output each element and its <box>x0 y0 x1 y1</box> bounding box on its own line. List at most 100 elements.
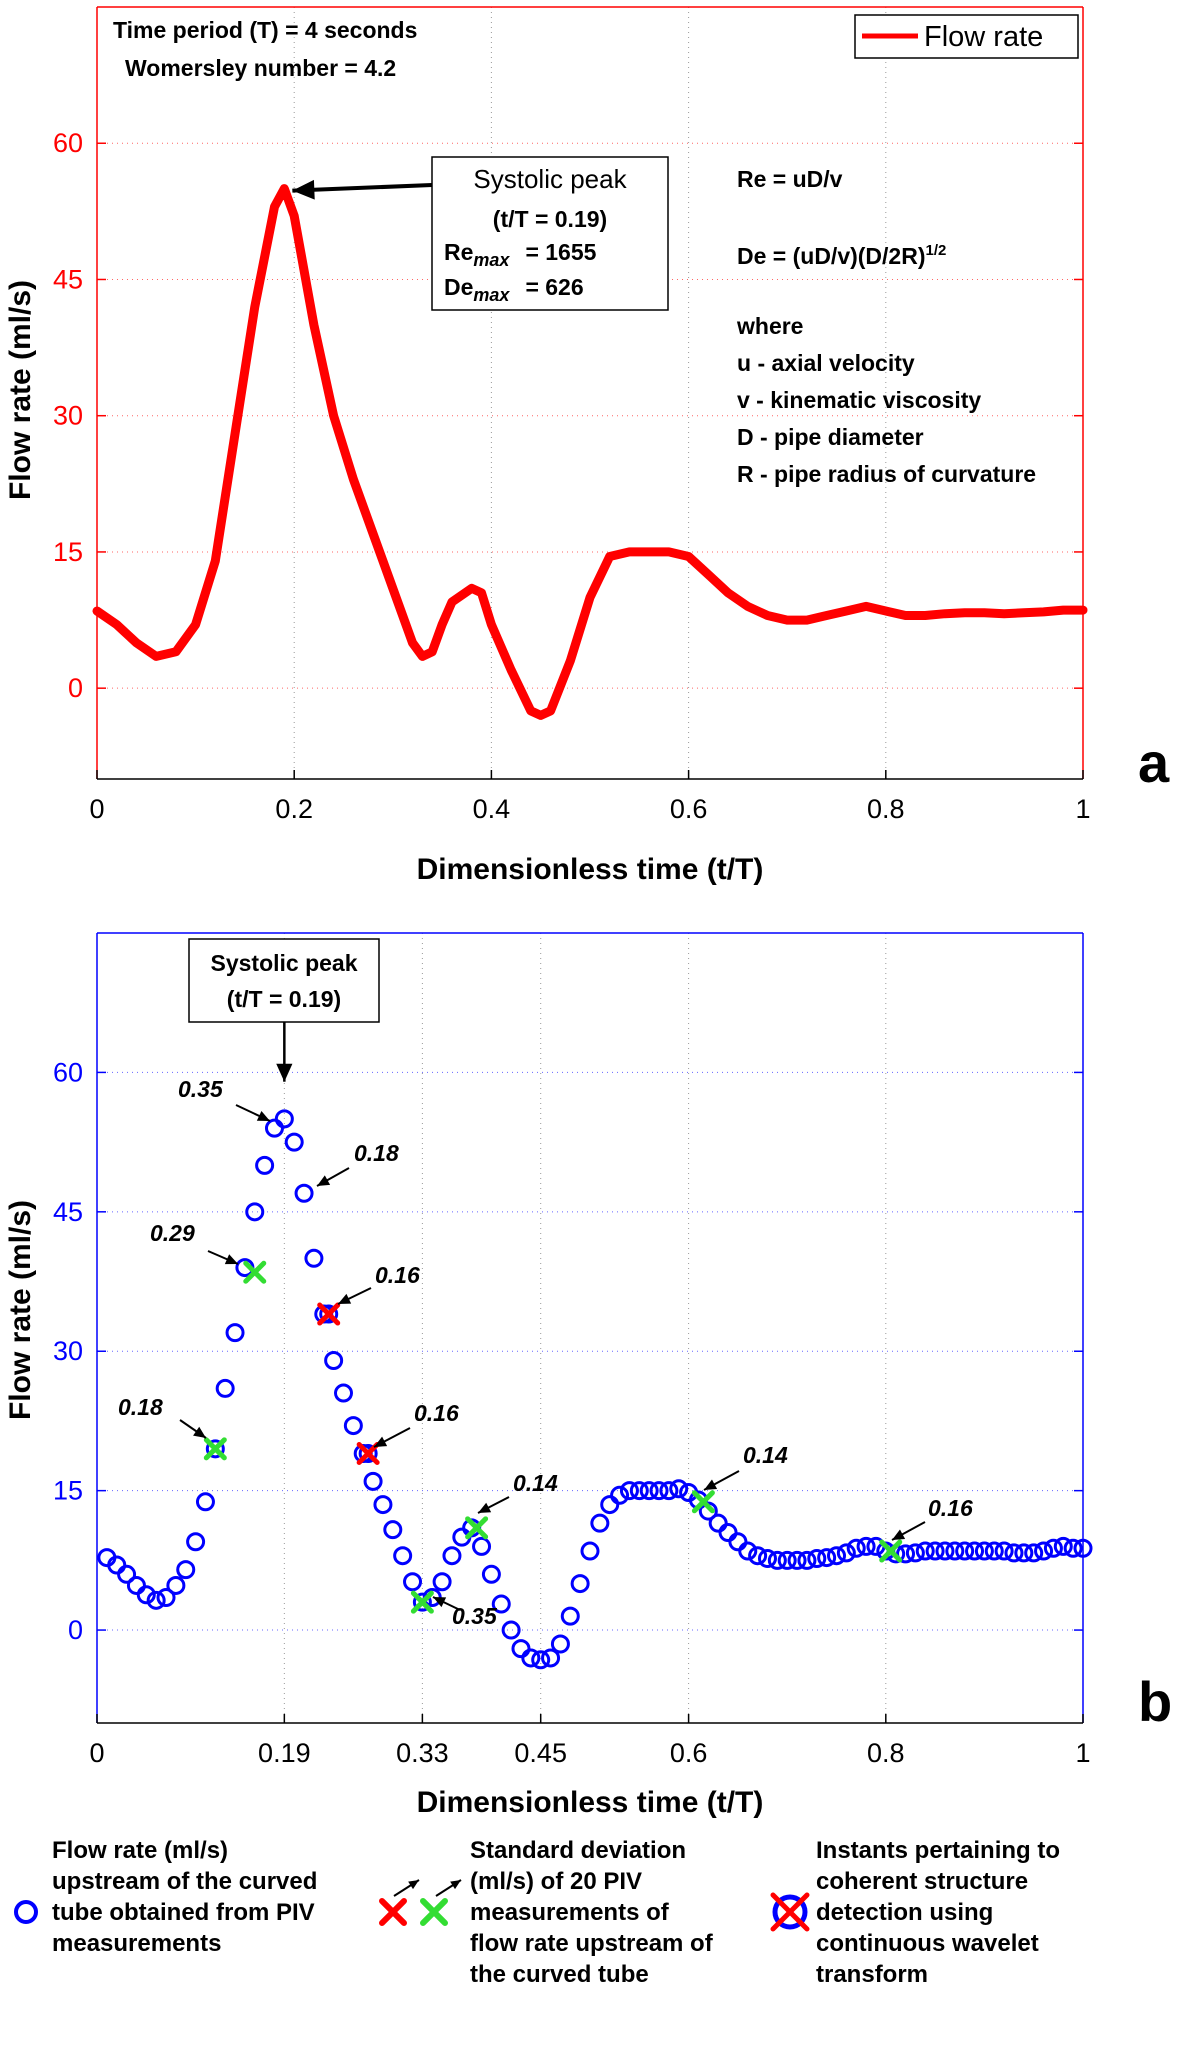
reynolds-formula: Re = uD/v <box>737 166 843 192</box>
std-dev-marker <box>879 1539 903 1563</box>
flow-rate-point <box>156 1588 176 1608</box>
legend-arrow-red <box>393 1879 420 1897</box>
flow-rate-point <box>1043 1538 1063 1558</box>
legend-green-cross-marker <box>420 1898 448 1926</box>
flow-rate-point <box>1073 1538 1093 1558</box>
std-dev-arrow <box>891 1521 926 1541</box>
flow-rate-point <box>629 1481 649 1501</box>
flow-rate-point <box>491 1594 511 1614</box>
flow-rate-point <box>225 1323 245 1343</box>
y-tick-label: 60 <box>53 128 83 158</box>
std-dev-label: 0.35 <box>178 1076 224 1102</box>
x-tick-label: 0.2 <box>275 794 313 824</box>
flow-rate-point <box>274 1109 294 1129</box>
std-dev-arrow <box>316 1167 350 1187</box>
flow-rate-point <box>965 1541 985 1561</box>
annotation-title: Systolic peak <box>473 164 627 194</box>
flow-rate-point <box>994 1541 1014 1561</box>
formula-definition: R - pipe radius of curvature <box>737 461 1036 487</box>
flow-rate-point <box>817 1548 837 1568</box>
flow-rate-point <box>294 1183 314 1203</box>
y-tick-label: 45 <box>53 264 83 294</box>
formula-definition: D - pipe diameter <box>737 424 924 450</box>
x-tick-label: 0.4 <box>473 794 511 824</box>
x-tick-label: 0.8 <box>867 794 905 824</box>
std-dev-arrow <box>207 1250 239 1265</box>
std-dev-label: 0.16 <box>414 1400 459 1426</box>
std-dev-label: 0.18 <box>354 1140 399 1166</box>
flow-rate-point <box>146 1590 166 1610</box>
legend-wavelet-cross <box>770 1892 810 1932</box>
panel-label-a: a <box>1138 731 1170 794</box>
chart-legend: Flow rate <box>854 14 1079 59</box>
std-dev-arrow <box>432 1596 461 1611</box>
flow-rate-point <box>304 1248 324 1268</box>
annotation-box <box>188 938 380 1023</box>
time-period-text: Time period (T) = 4 seconds <box>113 17 417 43</box>
flow-rate-point <box>334 1383 353 1403</box>
std-dev-arrow <box>179 1419 207 1439</box>
std-dev-arrow <box>373 1427 411 1448</box>
flow-rate-line <box>92 184 1088 720</box>
flow-rate-point <box>955 1541 975 1561</box>
flow-rate-point <box>570 1574 590 1594</box>
flow-rate-point <box>481 1564 501 1584</box>
dean-formula: De = (uD/v)(D/2R)1/2 <box>737 242 946 269</box>
flow-rate-point <box>1063 1538 1083 1558</box>
flow-rate-point <box>1024 1543 1044 1563</box>
x-axis-label: Dimensionless time (t/T) <box>417 853 764 886</box>
legend-arrow-green <box>435 1879 462 1897</box>
flow-rate-point <box>738 1541 758 1561</box>
std-dev-marker <box>691 1490 715 1514</box>
flow-rate-point <box>501 1620 521 1640</box>
flow-rate-point <box>383 1520 403 1540</box>
bottom-legend <box>14 1879 810 1932</box>
std-dev-arrow <box>235 1104 271 1122</box>
formula-definition: v - kinematic viscosity <box>737 387 981 413</box>
flow-rate-point <box>767 1550 787 1570</box>
annotation-time: (t/T = 0.19) <box>227 986 341 1012</box>
x-tick-label: 0.33 <box>396 1738 449 1768</box>
flow-rate-point <box>412 1592 432 1612</box>
flow-rate-point <box>984 1541 1004 1561</box>
flow-rate-point <box>1004 1543 1024 1563</box>
flow-rate-point <box>511 1639 531 1659</box>
flow-rate-point <box>1053 1536 1073 1556</box>
flow-rate-point <box>610 1485 630 1505</box>
flow-rate-point <box>639 1481 659 1501</box>
formula-where: where <box>736 313 803 339</box>
flow-rate-point <box>718 1522 738 1542</box>
flow-rate-point <box>600 1495 620 1515</box>
flow-rate-point <box>797 1550 817 1570</box>
x-tick-label: 1 <box>1075 794 1090 824</box>
y-tick-label: 0 <box>68 1615 83 1645</box>
y-axis-label: Flow rate (ml/s) <box>4 1200 37 1420</box>
flow-rate-point <box>255 1155 275 1175</box>
x-tick-label: 0.8 <box>867 1738 905 1768</box>
flow-rate-point <box>550 1634 570 1654</box>
flow-rate-point <box>324 1351 344 1371</box>
y-tick-label: 30 <box>53 401 83 431</box>
flow-rate-point <box>649 1481 669 1501</box>
systolic-peak-annotation: Systolic peak (t/T = 0.19) <box>188 938 380 1023</box>
std-dev-label: 0.29 <box>150 1220 195 1246</box>
flow-rate-point <box>166 1575 186 1595</box>
flow-rate-point <box>708 1513 728 1533</box>
std-dev-marker <box>317 1302 341 1326</box>
panel-b-flow-rate-scatter-chart: 0 15 30 45 60 0 0.19 0.33 0.45 0.6 0.8 1 Dimensionle… <box>4 932 1172 1819</box>
flow-rate-point <box>205 1439 225 1459</box>
flow-rate-point <box>215 1378 235 1398</box>
std-dev-arrow <box>477 1496 510 1514</box>
annotation-time: (t/T = 0.19) <box>493 206 607 232</box>
annotation-box <box>431 156 669 311</box>
flow-rate-point <box>1014 1543 1034 1563</box>
flow-rate-point <box>659 1481 679 1501</box>
flow-rate-point <box>442 1546 462 1566</box>
panel-label-b: b <box>1138 1670 1172 1733</box>
y-tick-label: 45 <box>53 1197 83 1227</box>
flow-rate-point <box>787 1550 807 1570</box>
std-dev-arrow <box>703 1470 740 1491</box>
legend-item-coherent-structure-text: Instants pertaining to coherent structur… <box>816 1837 1061 1988</box>
legend-label: Flow rate <box>924 21 1043 53</box>
